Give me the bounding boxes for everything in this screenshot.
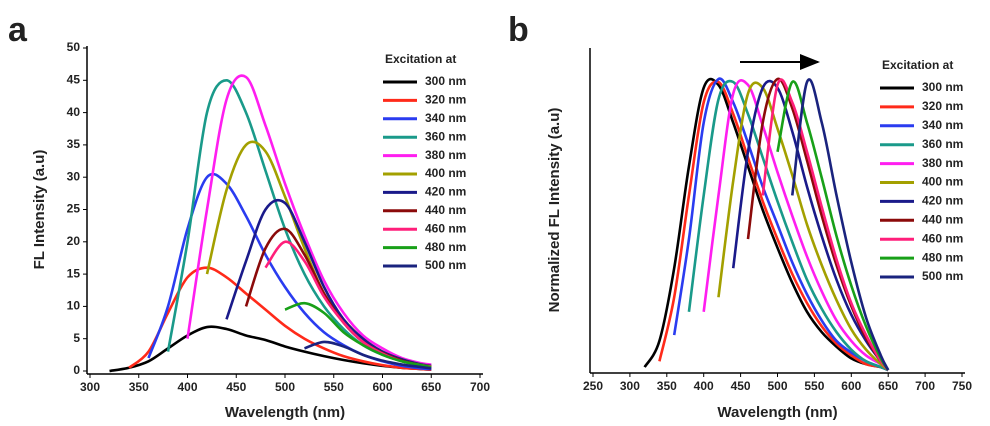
legend-label: 400 nm	[425, 166, 466, 180]
legend-label: 300 nm	[425, 74, 466, 88]
y-tick-label: 50	[67, 40, 81, 54]
legend-label: 420 nm	[425, 185, 466, 199]
panel-label: a	[8, 11, 28, 49]
panel-label: b	[508, 11, 529, 49]
legend-label: 440 nm	[425, 203, 466, 217]
x-tick-label: 550	[324, 380, 344, 394]
x-tick-label: 450	[226, 380, 246, 394]
spectrum-line	[643, 77, 889, 372]
legend-label: 420 nm	[922, 194, 963, 208]
y-axis-label: FL Intensity (a.u)	[31, 150, 48, 270]
x-tick-label: 700	[915, 379, 935, 393]
legend-label: 500 nm	[425, 258, 466, 272]
legend-label: 480 nm	[922, 250, 963, 264]
spectrum-line	[761, 78, 890, 371]
spectrum-line	[284, 301, 432, 369]
legend-title: Excitation at	[385, 52, 456, 66]
spectrum-line	[717, 81, 890, 372]
spectrum-line	[790, 78, 890, 371]
y-tick-label: 25	[67, 202, 81, 216]
legend-label: 440 nm	[922, 212, 963, 226]
x-tick-label: 550	[804, 379, 824, 393]
x-tick-label: 600	[372, 380, 392, 394]
spectrum-line	[731, 79, 890, 371]
x-tick-label: 250	[583, 379, 603, 393]
x-tick-label: 350	[129, 380, 149, 394]
x-tick-label: 650	[878, 379, 898, 393]
legend-label: 320 nm	[425, 93, 466, 107]
y-tick-label: 40	[67, 105, 81, 119]
legend-label: 480 nm	[425, 240, 466, 254]
spectrum-line	[186, 74, 432, 366]
y-tick-label: 0	[73, 363, 80, 377]
x-tick-label: 650	[421, 380, 441, 394]
legend-label: 340 nm	[425, 111, 466, 125]
x-axis-label: Wavelength (nm)	[225, 404, 345, 421]
x-tick-label: 450	[731, 379, 751, 393]
x-tick-label: 400	[177, 380, 197, 394]
y-tick-label: 35	[67, 137, 81, 151]
spectrum-line	[702, 79, 890, 372]
legend-label: 360 nm	[425, 129, 466, 143]
x-tick-label: 600	[841, 379, 861, 393]
x-tick-label: 400	[694, 379, 714, 393]
spectrum-line	[147, 172, 432, 371]
legend-label: 380 nm	[425, 148, 466, 162]
x-tick-label: 500	[767, 379, 787, 393]
spectrum-line	[687, 79, 889, 372]
y-tick-label: 15	[67, 266, 81, 280]
legend-label: 380 nm	[922, 156, 963, 170]
y-tick-label: 20	[67, 234, 81, 248]
x-tick-label: 300	[80, 380, 100, 394]
legend-label: 460 nm	[425, 221, 466, 235]
x-tick-label: 750	[952, 379, 972, 393]
legend-title: Excitation at	[882, 58, 953, 72]
y-tick-label: 30	[67, 169, 81, 183]
spectrum-line	[128, 266, 432, 372]
legend-label: 500 nm	[922, 269, 963, 283]
x-tick-label: 300	[620, 379, 640, 393]
x-tick-label: 500	[275, 380, 295, 394]
x-tick-label: 350	[657, 379, 677, 393]
legend-label: 320 nm	[922, 99, 963, 113]
legend-label: 360 nm	[922, 137, 963, 151]
legend-label: 300 nm	[922, 80, 963, 94]
x-axis-label: Wavelength (nm)	[717, 404, 837, 421]
y-tick-label: 45	[67, 72, 81, 86]
x-tick-label: 700	[470, 380, 490, 394]
spectrum-line	[304, 340, 432, 370]
spectrum-line	[658, 80, 889, 372]
y-axis-label: Normalized FL Intensity (a.u)	[546, 108, 563, 313]
legend-label: 340 nm	[922, 118, 963, 132]
spectrum-line	[776, 80, 890, 371]
legend-label: 400 nm	[922, 175, 963, 189]
y-tick-label: 5	[73, 331, 80, 345]
y-tick-label: 10	[67, 299, 81, 313]
legend-label: 460 nm	[922, 231, 963, 245]
